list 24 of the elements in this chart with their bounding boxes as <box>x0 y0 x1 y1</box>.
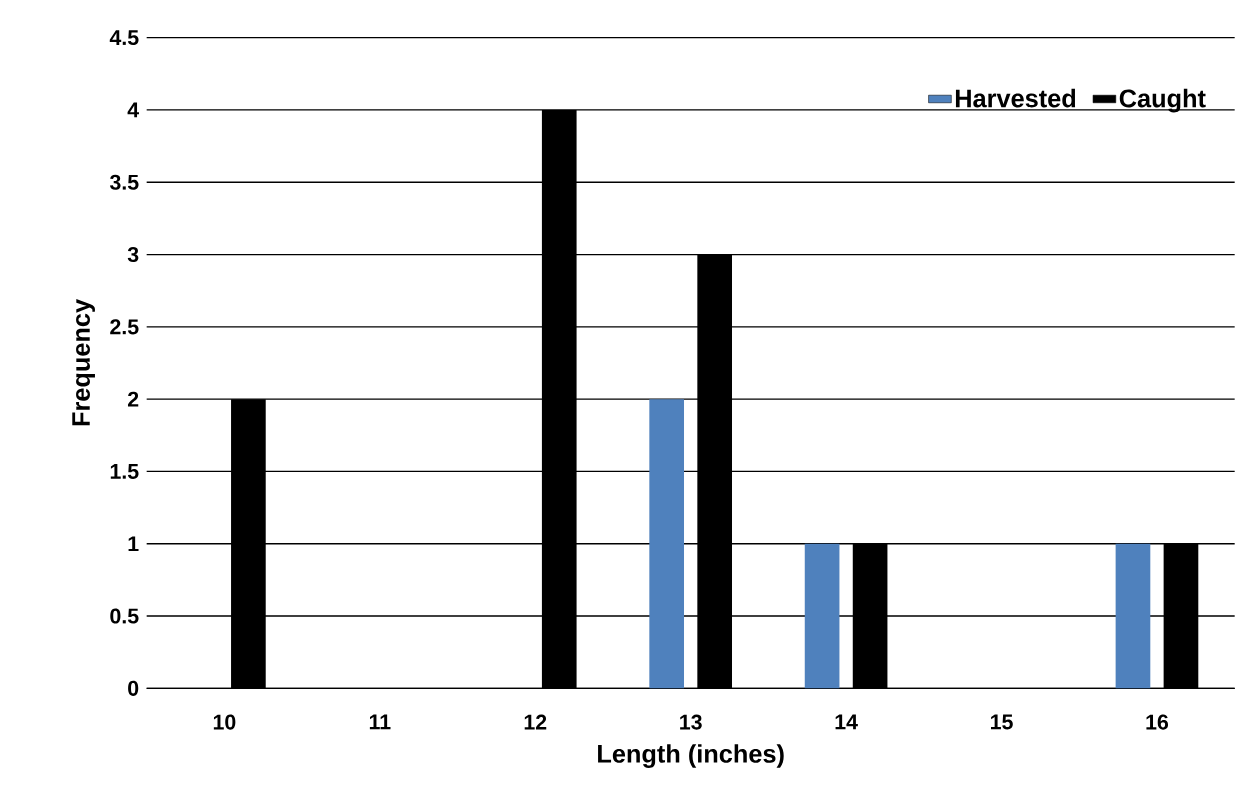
x-tick-label: 12 <box>524 714 547 730</box>
y-tick-label: 3.5 <box>109 174 139 190</box>
y-tick-label: 0.5 <box>110 608 139 624</box>
x-tick-label: 14 <box>835 714 858 730</box>
x-tick-label: 15 <box>991 714 1013 730</box>
y-tick-label: 2 <box>127 391 139 407</box>
y-tick-label: 4.5 <box>109 30 139 46</box>
y-tick-label: 2.5 <box>110 319 139 335</box>
bar <box>1115 543 1151 689</box>
x-tick-label: 16 <box>1146 714 1169 730</box>
x-tick-label: 11 <box>369 714 391 730</box>
y-tick-label: 1 <box>128 536 139 552</box>
x-tick-label: 13 <box>680 714 702 730</box>
legend-label: Harvested <box>955 88 1076 108</box>
bar <box>804 543 840 689</box>
y-tick-label: 3 <box>127 246 139 263</box>
y-tick-label: 4 <box>127 102 139 118</box>
bar <box>649 399 685 689</box>
y-tick-label: 0 <box>128 680 139 696</box>
legend-label: Caught <box>1119 88 1206 113</box>
y-tick-label: 1.5 <box>110 464 139 479</box>
y-axis-title: Frequency <box>72 299 95 426</box>
x-tick-label: 10 <box>213 714 236 730</box>
x-axis-title: Length (inches) <box>598 744 784 768</box>
